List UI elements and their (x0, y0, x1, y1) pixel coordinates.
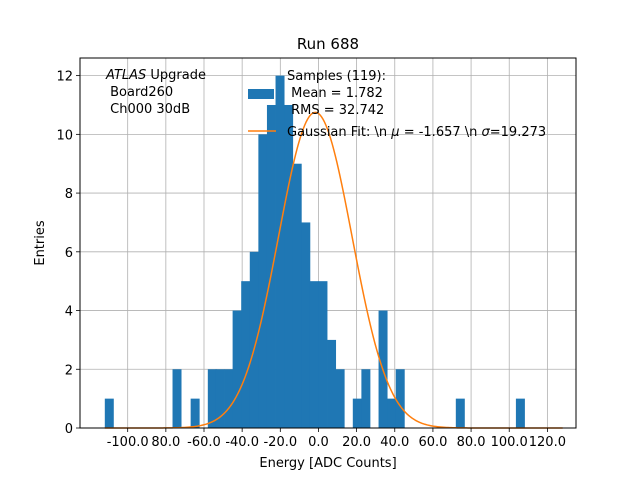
histogram-bar (266, 104, 276, 428)
y-tick-label: 12 (56, 70, 73, 85)
annotation-line-1: ATLAS Upgrade (105, 68, 206, 83)
histogram-bar (224, 369, 234, 428)
x-tick-label: 100.0 (491, 435, 528, 450)
x-axis-ticks: -100.0 80.0 -60.0 -40.0 -20.0 0.0 20.0 40.0 60.0… (107, 428, 566, 450)
histogram-bar (249, 251, 259, 428)
histogram-bar (207, 369, 217, 428)
x-tick-label: 120.0 (529, 435, 566, 450)
histogram-bar (258, 134, 268, 428)
x-axis-label: Energy [ADC Counts] (259, 456, 396, 471)
x-tick-label: 20.0 (342, 435, 371, 450)
histogram-bar (352, 398, 362, 428)
histogram-bar (284, 104, 294, 428)
legend-samples-swatch (248, 89, 274, 99)
histogram-bar (215, 369, 225, 428)
legend-fit-label: Gaussian Fit: \n μ = -1.657 \n σ=19.273 (287, 125, 546, 140)
histogram-bar (241, 281, 251, 428)
y-tick-label: 6 (65, 246, 73, 261)
histogram-bar (190, 398, 200, 428)
legend-samples-line-3: RMS = 32.742 (287, 103, 384, 118)
legend-samples-line-2: Mean = 1.782 (287, 86, 383, 101)
chart-title: Run 688 (297, 35, 359, 53)
y-tick-label: 4 (65, 305, 73, 320)
histogram-bar (515, 398, 525, 428)
histogram-bar (327, 339, 337, 428)
histogram-bar (292, 163, 302, 428)
histogram-bar (318, 281, 328, 428)
legend-samples-line-1: Samples (119): (287, 69, 386, 84)
legend-fit-suffix: =19.273 (490, 125, 546, 140)
x-tick-label: -40.0 (225, 435, 259, 450)
histogram-bar (335, 369, 345, 428)
legend-fit-mu: μ (390, 125, 399, 140)
annotation-text: ATLAS Upgrade Board260 Ch000 30dB (105, 68, 206, 117)
y-tick-label: 0 (65, 422, 73, 437)
histogram-bar (172, 369, 182, 428)
legend: Samples (119): Mean = 1.782 RMS = 32.742… (248, 69, 546, 140)
histogram-bar (395, 369, 405, 428)
legend-fit-sigma: σ (482, 125, 491, 140)
histogram-bar (361, 369, 371, 428)
y-tick-label: 8 (65, 187, 73, 202)
x-tick-label: 80.0 (151, 435, 180, 450)
annotation-atlas: ATLAS (105, 68, 146, 83)
histogram-bar (455, 398, 465, 428)
x-tick-label: 60.0 (418, 435, 447, 450)
x-tick-label: 0.0 (308, 435, 329, 450)
y-tick-label: 2 (65, 363, 73, 378)
y-tick-label: 10 (56, 128, 73, 143)
bars (104, 75, 525, 428)
legend-fit-prefix: Gaussian Fit: \n (287, 125, 391, 140)
x-tick-label: 80.0 (457, 435, 486, 450)
x-tick-label: -20.0 (263, 435, 297, 450)
y-axis-ticks: 0 2 4 6 8 10 12 (56, 70, 80, 437)
annotation-line-3: Ch000 30dB (106, 102, 190, 117)
x-tick-label: 40.0 (380, 435, 409, 450)
annotation-line-2: Board260 (106, 85, 173, 100)
histogram-bar (309, 281, 319, 428)
plot-frame (79, 57, 577, 429)
histogram-bar (232, 310, 242, 428)
y-axis-label: Entries (33, 220, 48, 266)
histogram-bar (275, 75, 285, 428)
histogram-bar (387, 398, 397, 428)
histogram-bar (104, 398, 114, 428)
x-tick-label: -100.0 (107, 435, 149, 450)
annotation-upgrade: Upgrade (146, 68, 206, 83)
histogram-bar (301, 222, 311, 428)
legend-fit-mid: = -1.657 \n (400, 125, 482, 140)
x-tick-label: -60.0 (187, 435, 221, 450)
